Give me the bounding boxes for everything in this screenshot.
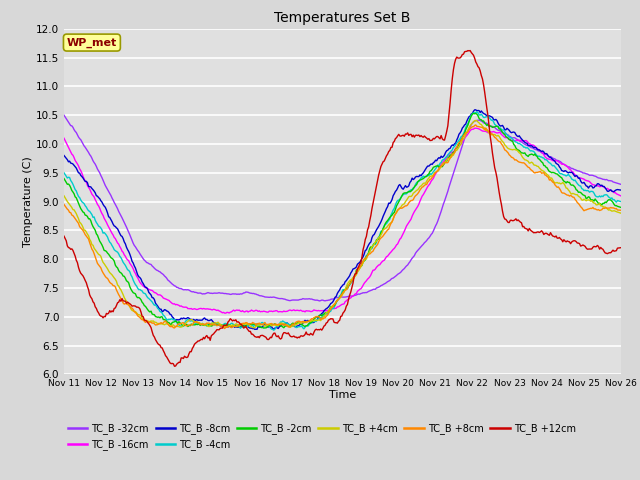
Title: Temperatures Set B: Temperatures Set B <box>274 11 411 25</box>
Legend: TC_B -32cm, TC_B -16cm, TC_B -8cm, TC_B -4cm, TC_B -2cm, TC_B +4cm, TC_B +8cm, T: TC_B -32cm, TC_B -16cm, TC_B -8cm, TC_B … <box>64 420 579 454</box>
X-axis label: Time: Time <box>329 390 356 400</box>
Text: WP_met: WP_met <box>67 37 117 48</box>
Y-axis label: Temperature (C): Temperature (C) <box>23 156 33 247</box>
